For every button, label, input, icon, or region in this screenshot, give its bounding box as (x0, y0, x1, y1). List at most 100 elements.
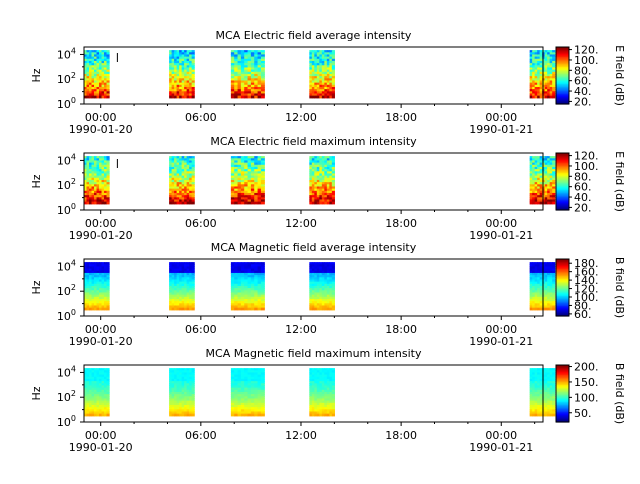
colorbar-segment (556, 308, 569, 311)
spectrogram-cell (534, 80, 538, 84)
spectrogram-cell (244, 166, 249, 170)
spectrogram-cell (532, 381, 536, 384)
spectrogram-cell (174, 374, 178, 378)
spectrogram-cell (234, 368, 239, 371)
panel-title: MCA Magnetic field maximum intensity (206, 347, 422, 360)
spectrogram-cell (331, 160, 335, 164)
colorbar-segment (556, 84, 569, 87)
spectrogram-cell (237, 69, 242, 73)
spectrogram-cell (174, 93, 178, 97)
spectrogram-cell (544, 283, 548, 287)
spectrogram-cell (234, 307, 239, 311)
spectrogram-cell (316, 378, 320, 382)
spectrogram-cell (104, 398, 108, 402)
spectrogram-cell (240, 93, 245, 97)
colorbar-segment (556, 387, 569, 390)
spectrogram-cell (539, 95, 543, 99)
spectrogram-cell (547, 368, 551, 371)
spectrogram-cell (532, 411, 536, 415)
spectrogram-cell (542, 301, 546, 304)
spectrogram-cell (311, 91, 315, 95)
spectrogram-cell (186, 378, 190, 382)
spectrogram-cell (254, 69, 259, 73)
colorbar-segment (556, 168, 569, 171)
spectrogram-cell (321, 195, 325, 198)
spectrogram-cell (311, 275, 315, 278)
spectrogram-cell (321, 82, 325, 86)
spectrogram-cell (547, 407, 551, 410)
spectrogram-cell (106, 76, 110, 79)
spectrogram-cell (250, 186, 255, 190)
spectrogram-cell (254, 305, 259, 309)
spectrogram-cell (539, 173, 543, 177)
spectrogram-cell (534, 398, 538, 402)
spectrogram-cell (189, 378, 193, 382)
spectrogram-cell (179, 413, 183, 417)
spectrogram-cell (104, 285, 108, 289)
spectrogram-cell (260, 89, 265, 92)
spectrogram-cell (244, 303, 249, 307)
spectrogram-cell (86, 398, 90, 402)
spectrogram-cell (542, 413, 546, 417)
spectrogram-cell (309, 58, 313, 62)
spectrogram-cell (171, 54, 175, 58)
spectrogram-cell (326, 76, 330, 79)
spectrogram-cell (319, 192, 323, 196)
spectrogram-cell (534, 192, 538, 196)
spectrogram-cell (544, 409, 548, 413)
spectrogram-cell (311, 78, 315, 82)
spectrogram-cell (191, 201, 195, 205)
spectrogram-cell (534, 186, 538, 190)
spectrogram-cell (184, 78, 188, 82)
spectrogram-cell (184, 91, 188, 95)
data-block (309, 262, 335, 311)
spectrogram-cell (529, 264, 533, 268)
spectrogram-cell (547, 166, 551, 170)
spectrogram-cell (316, 283, 320, 287)
spectrogram-cell (319, 402, 323, 406)
spectrogram-cell (309, 190, 313, 194)
spectrogram-cell (234, 383, 239, 387)
spectrogram-cell (324, 93, 328, 97)
spectrogram-cell (547, 50, 551, 53)
spectrogram-cell (91, 188, 95, 192)
spectrogram-cell (234, 394, 239, 397)
spectrogram-cell (547, 67, 551, 71)
spectrogram-cell (181, 394, 185, 397)
spectrogram-cell (544, 285, 548, 289)
spectrogram-cell (244, 402, 249, 406)
spectrogram-cell (244, 89, 249, 92)
spectrogram-cell (309, 179, 313, 183)
spectrogram-cell (250, 279, 255, 283)
spectrogram-cell (331, 400, 335, 404)
spectrogram-cell (321, 370, 325, 374)
spectrogram-cell (547, 402, 551, 406)
spectrogram-cell (532, 60, 536, 64)
spectrogram-cell (309, 175, 313, 179)
spectrogram-cell (184, 52, 188, 56)
spectrogram-cell (89, 301, 93, 304)
spectrogram-cell (331, 89, 335, 92)
spectrogram-cell (240, 80, 245, 84)
spectrogram-cell (96, 195, 100, 198)
spectrogram-cell (260, 169, 265, 172)
spectrogram-cell (101, 398, 105, 402)
spectrogram-cell (254, 171, 259, 175)
spectrogram-cell (101, 160, 105, 164)
spectrogram-cell (321, 65, 325, 69)
spectrogram-cell (181, 376, 185, 380)
spectrogram-cell (191, 290, 195, 294)
spectrogram-cell (84, 381, 88, 384)
spectrogram-cell (321, 383, 325, 387)
colorbar-tick-label: 100. (574, 54, 599, 67)
spectrogram-cell (324, 376, 328, 380)
spectrogram-cell (174, 192, 178, 196)
spectrogram-cell (91, 63, 95, 66)
spectrogram-cell (84, 80, 88, 84)
spectrogram-cell (549, 56, 553, 60)
spectrogram-cell (94, 91, 98, 95)
spectrogram-cell (179, 91, 183, 95)
spectrogram-cell (329, 372, 333, 376)
spectrogram-cell (179, 294, 183, 298)
spectrogram-cell (106, 195, 110, 198)
